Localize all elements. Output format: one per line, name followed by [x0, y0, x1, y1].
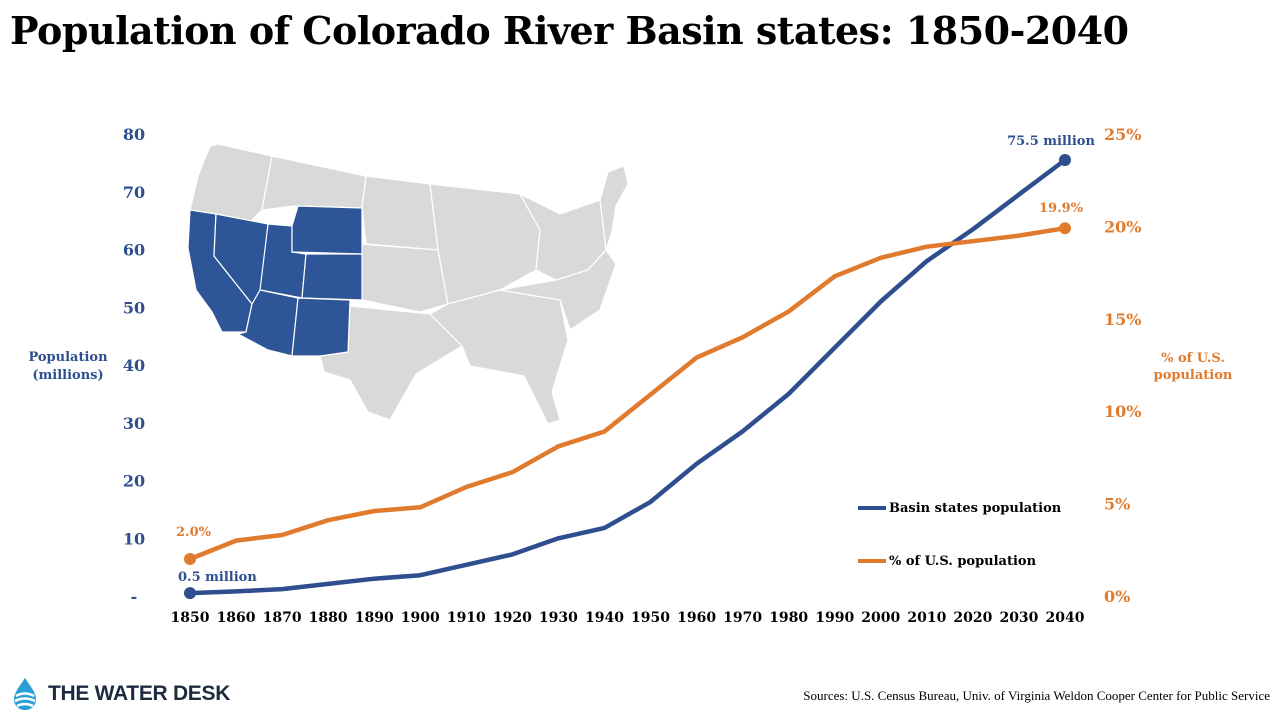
x-tick-label: 2040 — [1046, 610, 1085, 626]
map-state-new-mexico — [291, 297, 351, 357]
left-tick-label: 20 — [123, 472, 145, 491]
legend-label-percent: % of U.S. population — [889, 554, 1037, 569]
chart-title: Population of Colorado River Basin state… — [10, 8, 1129, 53]
right-tick-label: 20% — [1104, 217, 1141, 236]
left-axis-title-line1: Population — [28, 350, 108, 365]
annotation-blue-start: 0.5 million — [178, 570, 257, 585]
x-tick-label: 2000 — [861, 610, 900, 626]
x-tick-label: 1940 — [585, 610, 624, 626]
series-layer — [184, 153, 1071, 600]
right-tick-label: 15% — [1104, 310, 1141, 329]
source-note: Sources: U.S. Census Bureau, Univ. of Vi… — [803, 688, 1270, 703]
water-drop-logo-icon — [14, 678, 36, 710]
map-region-plains — [359, 243, 449, 313]
series-line-percent-us — [187, 225, 1068, 562]
left-tick-label: 30 — [123, 414, 145, 433]
x-tick-label: 2020 — [953, 610, 992, 626]
right-y-axis: 0% 5% 10% 15% 20% 25% — [1104, 125, 1141, 606]
series-endpoint-marker — [1059, 153, 1071, 166]
map-region-dakotas — [361, 175, 439, 251]
left-tick-label: 70 — [123, 183, 145, 202]
x-tick-label: 1920 — [493, 610, 532, 626]
x-tick-label: 1880 — [309, 610, 348, 626]
right-axis-title-line2: population — [1154, 368, 1233, 383]
map-region-northeast — [599, 165, 629, 251]
series-endpoint-marker — [184, 587, 196, 600]
series-line-basin-population — [187, 157, 1068, 596]
legend: Basin states population % of U.S. popula… — [858, 501, 1062, 569]
x-tick-label: 2030 — [999, 610, 1038, 626]
left-tick-label: 80 — [123, 125, 145, 144]
right-tick-label: 0% — [1104, 587, 1130, 606]
x-tick-label: 1990 — [815, 610, 854, 626]
x-tick-label: 1930 — [539, 610, 578, 626]
left-tick-label: 50 — [123, 298, 145, 317]
x-tick-label: 1900 — [401, 610, 440, 626]
x-tick-label: 2010 — [907, 610, 946, 626]
series-endpoint-marker — [184, 553, 196, 566]
us-map-inset — [187, 143, 629, 425]
map-state-wyoming — [291, 205, 363, 255]
logo-text: THE WATER DESK — [48, 682, 231, 705]
annotation-orange-end: 19.9% — [1039, 201, 1084, 216]
left-y-axis: - 10 20 30 40 50 60 70 80 — [123, 125, 145, 606]
x-tick-label: 1980 — [769, 610, 808, 626]
left-tick-label: 60 — [123, 241, 145, 260]
right-axis-title-line1: % of U.S. — [1161, 351, 1225, 366]
map-region-east — [499, 249, 617, 331]
left-tick-label: 40 — [123, 356, 145, 375]
right-tick-label: 25% — [1104, 125, 1141, 144]
left-tick-label: 10 — [123, 529, 145, 548]
x-tick-label: 1890 — [355, 610, 394, 626]
left-tick-label: - — [131, 587, 138, 606]
map-region-south — [429, 289, 569, 425]
x-tick-label: 1950 — [631, 610, 670, 626]
water-desk-logo: THE WATER DESK — [10, 676, 230, 712]
annotation-blue-end: 75.5 million — [1007, 134, 1095, 149]
legend-label-basin: Basin states population — [889, 501, 1062, 516]
right-tick-label: 5% — [1104, 495, 1130, 514]
x-tick-label: 1860 — [217, 610, 256, 626]
right-tick-label: 10% — [1104, 402, 1141, 421]
x-tick-label: 1870 — [263, 610, 302, 626]
x-tick-label: 1970 — [723, 610, 762, 626]
map-region-montana — [261, 155, 367, 211]
x-tick-label: 1850 — [171, 610, 210, 626]
left-axis-title-line2: (millions) — [32, 368, 103, 383]
annotation-orange-start: 2.0% — [176, 525, 212, 540]
x-tick-label: 1910 — [447, 610, 486, 626]
x-axis: 1850 1860 1870 1880 1890 1900 1910 1920 1930 1940… — [171, 610, 1085, 626]
map-state-colorado — [301, 253, 363, 301]
series-endpoint-marker — [1059, 222, 1071, 235]
x-tick-label: 1960 — [677, 610, 716, 626]
